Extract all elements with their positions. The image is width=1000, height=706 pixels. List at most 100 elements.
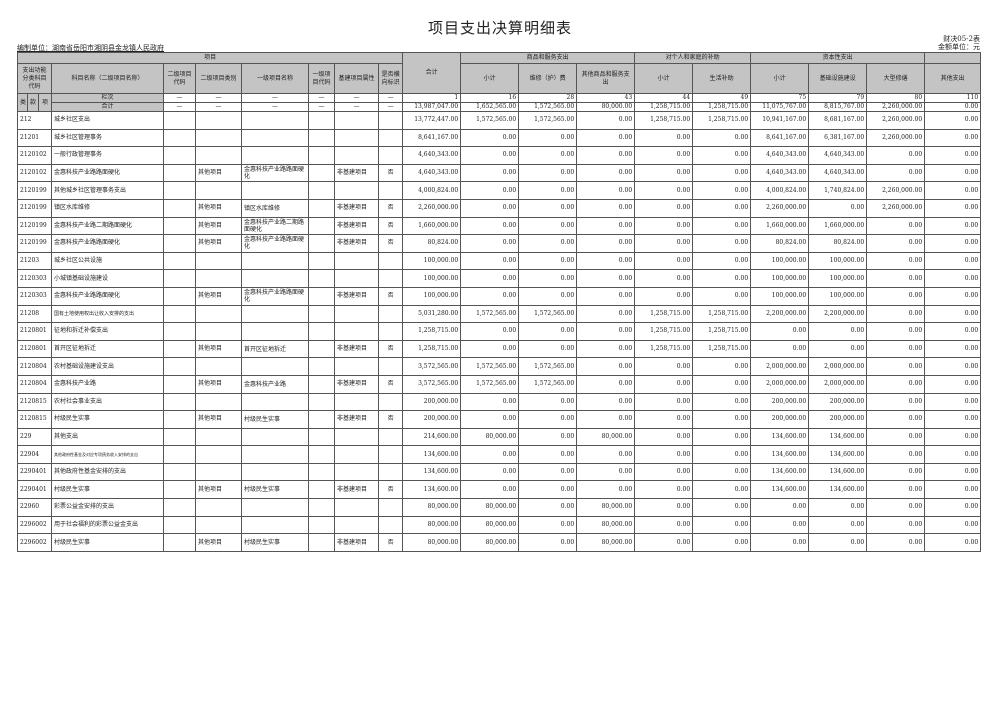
table-row: 22904 其他政府性基金及对应专项债务收入安排的支出 134,600.00 0.00… (17, 445, 982, 464)
row-l1-project-name (241, 498, 309, 517)
row-amount: 0.00 (518, 480, 578, 500)
row-amount: 0.00 (924, 427, 982, 447)
table-row: 2120801 首开区征地拆迁 其他项目 首开区征地拆迁 非基建项目否 1,258,715… (17, 339, 982, 359)
row-amount: 2,260,000.00 (866, 198, 926, 218)
row-amount: 80,824.00 (750, 234, 810, 253)
table-row: 22960 彩票公益金安排的支出 80,000.00 80,000.00 0.00 80,… (17, 498, 982, 517)
row-amount: 0.00 (808, 533, 868, 552)
row-amount: 80,824.00 (808, 234, 868, 253)
table-row: 2120199 金惠科技产业路二期路面硬化 其他项目 金惠科技产业路二期路面硬化 非基建… (17, 216, 982, 236)
row-amount: 0.00 (692, 515, 752, 535)
row-l1-project-name: 金惠科技产业路路面硬化 (241, 234, 309, 253)
header-l1-name: 一级项目名称 (241, 63, 309, 94)
row-amount: 0.00 (924, 339, 982, 359)
lanci-dash: — (334, 93, 379, 103)
row-horizontal-flag (377, 146, 404, 165)
row-amount: 0.00 (924, 480, 982, 500)
compiling-unit: 编制单位：湖南省岳阳市湘阴县金龙镇人民政府 (17, 44, 164, 52)
row-amount: 1,258,715.00 (692, 339, 752, 359)
row-code: 2120801 (17, 339, 52, 359)
row-build-attr (334, 128, 379, 148)
total-value: 1,572,565.00 (518, 102, 578, 112)
row-amount: 134,600.00 (750, 480, 810, 500)
row-l1-project-name: 金惠科技产业路路面硬化 (241, 286, 309, 306)
row-amount: 100,000.00 (750, 286, 810, 306)
row-amount: 0.00 (924, 269, 982, 288)
row-amount: 0.00 (924, 410, 982, 429)
row-name: 城乡社区管理事务 (51, 128, 164, 148)
row-l1-project-name (241, 269, 309, 288)
row-name: 征地和拆迁补偿支出 (51, 322, 164, 341)
row-amount: 0.00 (692, 216, 752, 236)
row-proj-code (163, 216, 196, 236)
row-amount: 134,600.00 (808, 445, 868, 464)
project-expenditure-table: 项目 合计 商品和服务支出 对个人和家庭的补助 资本性支出 支出功能分类科目代码… (16, 52, 982, 552)
row-horizontal-flag (377, 111, 404, 130)
row-amount: 0.00 (576, 181, 636, 200)
row-proj-category (195, 304, 242, 324)
row-amount: 4,640,343.00 (808, 163, 868, 183)
row-code: 2296002 (17, 533, 52, 552)
row-horizontal-flag: 否 (377, 198, 404, 218)
table-row: 2296002 用于社会福利的彩票公益金支出 80,000.00 80,000.00 0… (17, 515, 982, 535)
row-amount: 0.00 (634, 515, 694, 535)
row-amount: 0.00 (866, 269, 926, 288)
row-amount: 0.00 (576, 374, 636, 394)
header-project-group: 项目 (16, 52, 404, 64)
row-amount: 0.00 (634, 357, 694, 376)
row-amount: 0.00 (634, 498, 694, 517)
row-amount: 0.00 (750, 533, 810, 552)
row-proj-code (163, 533, 196, 552)
row-l1-project-code (308, 410, 335, 429)
table-row: 21203 城乡社区公共设施 100,000.00 0.00 0.00 0.00 0.00 0… (17, 251, 982, 271)
row-amount: 0.00 (576, 392, 636, 412)
row-amount: 2,260,000.00 (866, 111, 926, 130)
row-amount: 0.00 (634, 533, 694, 552)
row-l1-project-name (241, 357, 309, 376)
row-amount: 8,681,167.00 (808, 111, 868, 130)
row-build-attr: 非基建项目 (334, 234, 379, 253)
row-l1-project-name (241, 445, 309, 464)
row-amount: 0.00 (460, 392, 520, 412)
row-l1-project-name (241, 322, 309, 341)
row-name: 村级民生实事 (51, 533, 164, 552)
row-build-attr (334, 498, 379, 517)
row-build-attr (334, 251, 379, 271)
row-amount: 0.00 (692, 198, 752, 218)
row-amount: 2,000,000.00 (808, 357, 868, 376)
row-amount: 0.00 (518, 269, 578, 288)
row-amount: 200,000.00 (750, 392, 810, 412)
row-horizontal-flag: 否 (377, 234, 404, 253)
row-amount: 80,000.00 (460, 427, 520, 447)
row-amount: 0.00 (576, 163, 636, 183)
row-proj-code (163, 392, 196, 412)
row-proj-code (163, 304, 196, 324)
row-code: 21201 (17, 128, 52, 148)
row-amount: 0.00 (692, 410, 752, 429)
row-name: 金惠科技产业路 (51, 374, 164, 394)
total-dash: — (195, 102, 242, 112)
row-amount: 0.00 (808, 339, 868, 359)
row-amount: 1,660,000.00 (808, 216, 868, 236)
row-horizontal-flag (377, 445, 404, 464)
row-code: 21208 (17, 304, 52, 324)
row-name: 金惠科技产业路路面硬化 (51, 286, 164, 306)
row-amount: 5,031,280.00 (402, 304, 462, 324)
row-amount: 80,000.00 (460, 498, 520, 517)
row-horizontal-flag (377, 269, 404, 288)
row-name: 小城镇基础设施建设 (51, 269, 164, 288)
row-build-attr: 非基建项目 (334, 339, 379, 359)
row-horizontal-flag (377, 515, 404, 535)
row-amount: 1,258,715.00 (402, 322, 462, 341)
row-amount: 100,000.00 (808, 286, 868, 306)
row-code: 2296002 (17, 515, 52, 535)
row-code: 229 (17, 427, 52, 447)
lanci-number: 80 (866, 93, 926, 103)
header-col: 其他支出 (924, 63, 982, 94)
row-l1-project-name (241, 251, 309, 271)
row-amount: 0.00 (692, 269, 752, 288)
row-l1-project-name: 金惠科技产业路二期路面硬化 (241, 216, 309, 236)
row-name: 城乡社区支出 (51, 111, 164, 130)
row-amount: 0.00 (576, 357, 636, 376)
lanci-number: 110 (924, 93, 982, 103)
